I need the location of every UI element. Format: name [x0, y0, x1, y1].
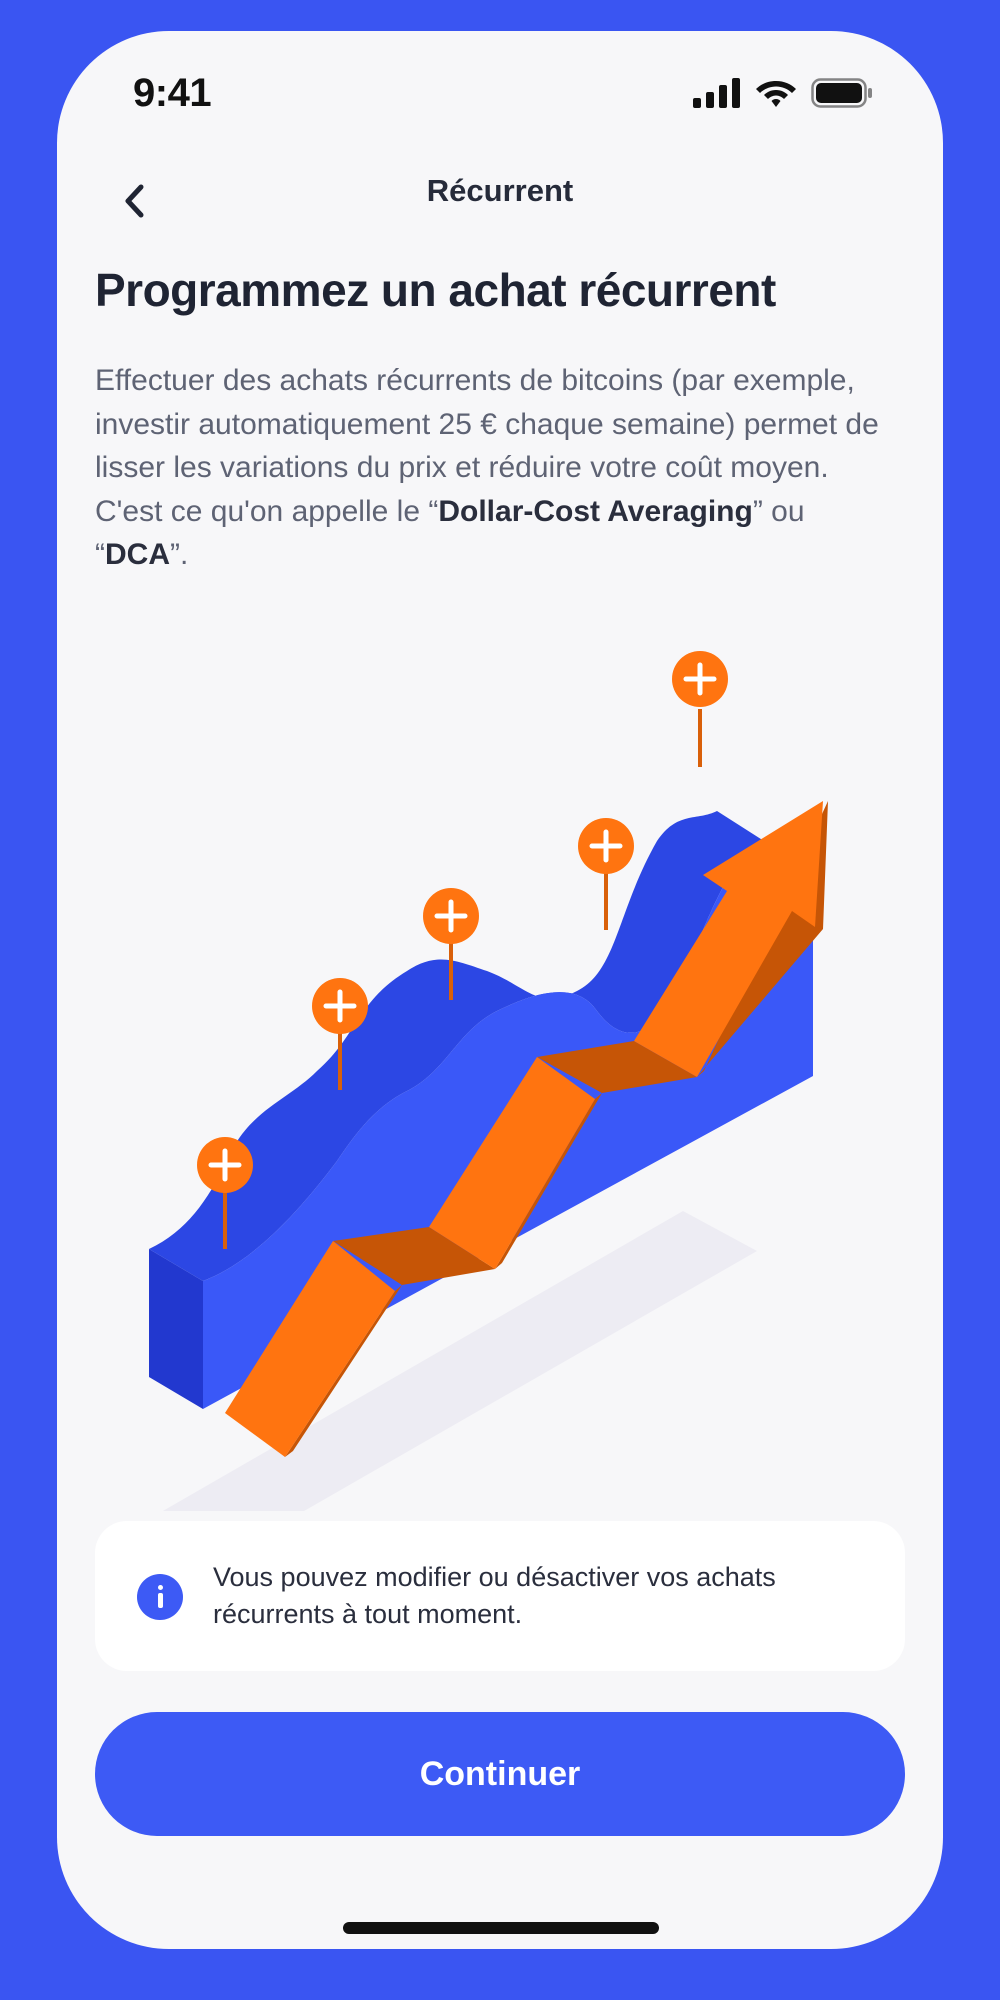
arrow-edge-dark	[285, 1285, 402, 1457]
description: Effectuer des achats récurrents de bitco…	[95, 359, 903, 577]
arrow-edge-dark	[495, 1093, 602, 1269]
description-text-after: ”.	[170, 538, 189, 571]
page-title: Programmez un achat récurrent	[95, 264, 776, 316]
term-dollar-cost-averaging: Dollar-Cost Averaging	[438, 494, 753, 528]
arrow-step-dark	[333, 1227, 495, 1285]
arrow-edge-dark	[697, 801, 828, 1077]
info-text: Vous pouvez modifier ou désactiver vos a…	[213, 1562, 776, 1629]
continue-button[interactable]: Continuer	[95, 1712, 905, 1836]
battery-icon	[811, 78, 872, 108]
plus-pin	[423, 888, 479, 1000]
arrow-segment	[429, 1057, 595, 1269]
status-time: 9:41	[133, 71, 212, 115]
plus-pin	[578, 818, 634, 930]
illustration-shadow	[162, 1211, 757, 1511]
info-card: Vous pouvez modifier ou désactiver vos a…	[95, 1521, 905, 1671]
arrow-segment	[634, 801, 823, 1077]
status-icons	[693, 77, 873, 109]
description-text-before: Effectuer des achats récurrents de bitco…	[95, 364, 879, 528]
plus-pin	[672, 651, 728, 767]
phone-screen: 9:41 Récurrent Programmez un achat récur…	[57, 31, 943, 1949]
info-icon	[137, 1574, 183, 1620]
plus-pin	[197, 1137, 253, 1249]
dca-growth-illustration	[149, 651, 828, 1511]
term-dca: DCA	[105, 538, 170, 571]
signal-icon	[693, 78, 740, 108]
arrow-segment	[225, 1241, 395, 1457]
wifi-icon	[756, 81, 796, 107]
nav-title: Récurrent	[426, 173, 574, 208]
description-text-middle: ” ou “	[95, 494, 805, 572]
back-button[interactable]	[105, 171, 165, 231]
wave-top	[149, 811, 764, 1281]
wave-side	[149, 1249, 203, 1409]
chevron-left-icon	[125, 184, 144, 218]
plus-pin	[312, 978, 368, 1090]
home-indicator[interactable]	[343, 1922, 659, 1934]
arrow-step-dark	[537, 1041, 697, 1093]
